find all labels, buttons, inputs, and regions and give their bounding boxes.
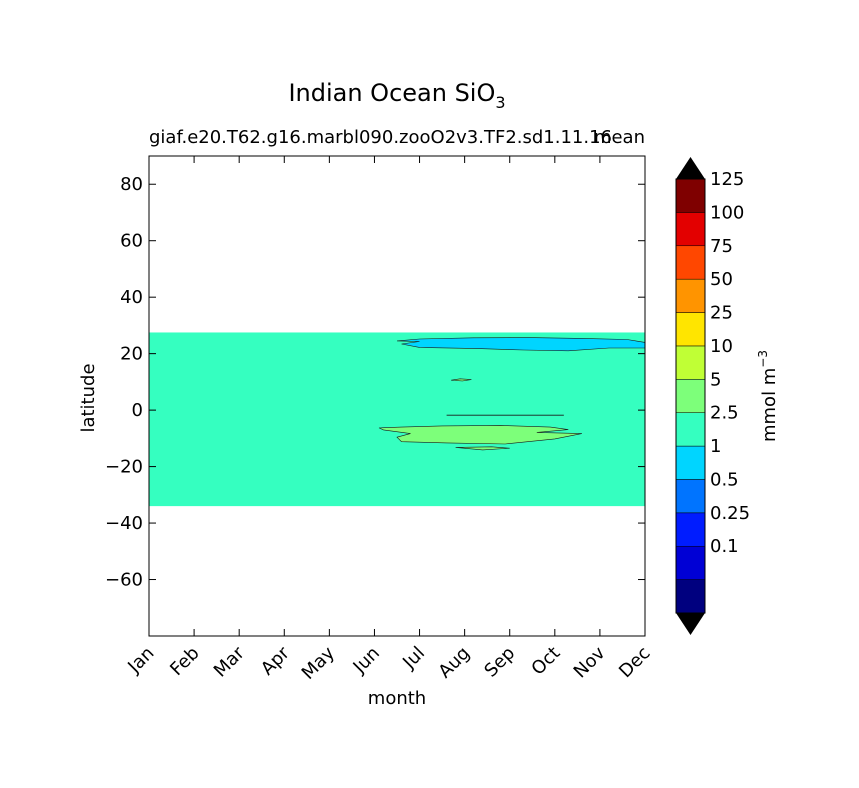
colorbar-segment [675, 579, 706, 614]
colorbar-frame [675, 178, 706, 614]
chart-title-main: Indian Ocean SiO [288, 79, 495, 107]
colorbar: 0.1 0.25 0.5 1 2.5 5 10 25 50 75 100 125 [675, 157, 750, 635]
colorbar-tick-label: 100 [710, 202, 744, 223]
colorbar-under-arrow [676, 613, 705, 635]
x-tick-label: May [298, 642, 339, 683]
colorbar-label-superscript: −3 [756, 350, 770, 368]
colorbar-tick-label: 2.5 [710, 403, 739, 424]
y-tick-label: −40 [105, 513, 143, 534]
colorbar-label-main: mmol m [759, 368, 780, 442]
x-tick-label: Oct [527, 643, 564, 680]
chart-title: Indian Ocean SiO3 [288, 79, 505, 112]
colorbar-label: mmol m−3 [756, 350, 780, 442]
y-tick-label: 60 [120, 231, 143, 252]
plot-area: Jan Feb Mar Apr May Jun Jul Aug Sep Oct Nov Dec 80 6… [105, 155, 655, 684]
contour-north-band [396, 337, 646, 352]
chart-subtitle-right: mean [594, 127, 645, 148]
y-tick-label: 20 [120, 344, 143, 365]
colorbar-segment [675, 479, 706, 514]
colorbar-segment [675, 545, 706, 580]
colorbar-segment [675, 445, 706, 480]
colorbar-segment [675, 345, 706, 380]
x-tick-label: Mar [210, 642, 249, 681]
x-tick-label: Jan [123, 643, 158, 678]
x-axis-label: month [368, 688, 426, 709]
x-tick-label: Dec [615, 643, 654, 682]
y-axis: 80 60 40 20 0 −20 −40 −60 [105, 174, 645, 591]
colorbar-segment [675, 278, 706, 313]
colorbar-segment [675, 212, 706, 247]
contour-fill-layer [149, 332, 645, 507]
colorbar-segment [675, 178, 706, 213]
x-tick-label: Jul [398, 643, 429, 674]
y-tick-label: 0 [132, 400, 143, 421]
y-tick-label: 80 [120, 174, 143, 195]
colorbar-segment [675, 412, 706, 447]
y-tick-label: −20 [105, 457, 143, 478]
contour-field-band [149, 332, 645, 507]
contour-south-patch-tail [455, 446, 510, 451]
chart-title-subscript: 3 [495, 93, 505, 112]
x-tick-label: Aug [434, 643, 474, 683]
colorbar-tick-label: 125 [710, 169, 744, 190]
colorbar-segment [675, 245, 706, 280]
x-tick-label: Nov [570, 642, 610, 682]
y-tick-label: −60 [105, 570, 143, 591]
x-tick-label: Sep [480, 643, 519, 682]
colorbar-tick-label: 5 [710, 369, 721, 390]
contour-feature-layer [378, 337, 646, 451]
colorbar-tick-label: 10 [710, 336, 733, 357]
colorbar-tick-label: 50 [710, 269, 733, 290]
contour-small-patch [451, 378, 472, 382]
y-tick-label: 40 [120, 287, 143, 308]
colorbar-segment [675, 379, 706, 413]
x-tick-label: Jun [349, 643, 384, 678]
chart-subtitle-left: giaf.e20.T62.g16.marbl090.zooO2v3.TF2.sd… [149, 127, 612, 148]
plot-frame [148, 155, 646, 637]
x-tick-label: Feb [166, 643, 203, 680]
colorbar-tick-label: 0.1 [710, 536, 739, 557]
colorbar-segment [675, 512, 706, 547]
colorbar-tick-label: 75 [710, 236, 733, 257]
colorbar-tick-label: 1 [710, 436, 721, 457]
colorbar-segment [675, 312, 706, 347]
colorbar-over-arrow [676, 157, 705, 179]
colorbar-tick-label: 25 [710, 303, 733, 324]
contour-south-patch [378, 425, 582, 445]
colorbar-tick-label: 0.25 [710, 503, 750, 524]
y-axis-label: latitude [78, 363, 99, 432]
x-tick-label: Apr [257, 642, 294, 679]
colorbar-tick-label: 0.5 [710, 469, 739, 490]
